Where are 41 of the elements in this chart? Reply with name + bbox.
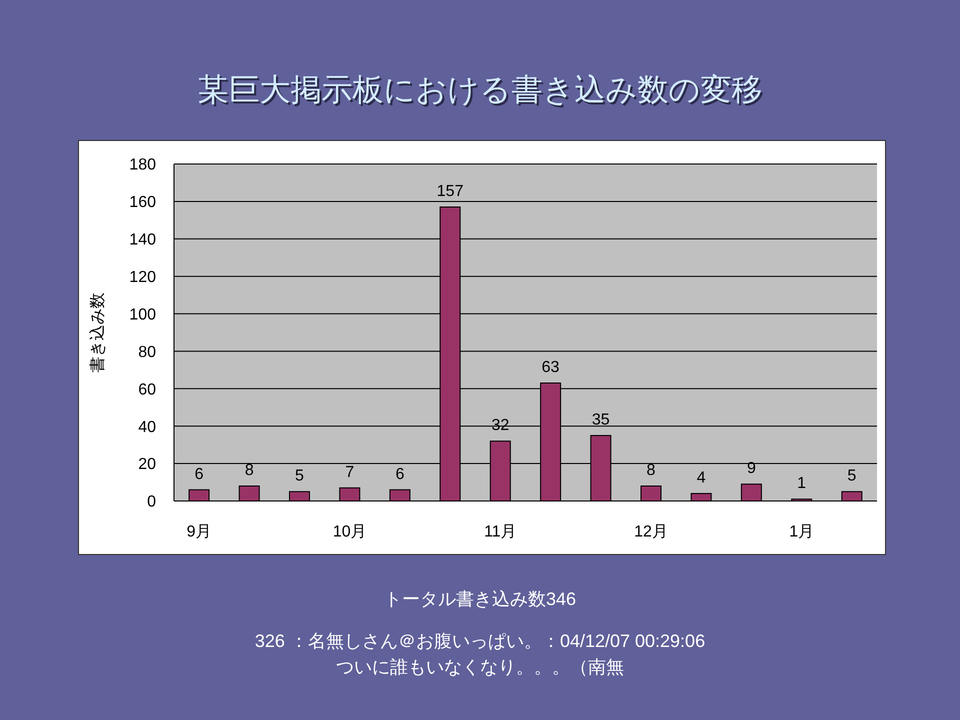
bar [188,489,210,501]
y-tick-label: 180 [129,156,156,174]
data-label: 6 [194,466,204,483]
y-tick-label: 100 [129,306,156,324]
x-tick-label: 11月 [484,523,517,540]
bar [690,493,712,501]
y-tick-label: 20 [138,456,156,474]
y-tick-label: 120 [129,269,156,286]
data-label: 157 [436,183,464,200]
data-label: 6 [395,466,404,483]
data-label: 4 [696,470,706,487]
data-label: 8 [646,462,656,480]
x-tick-label: 1月 [789,523,814,540]
bar [288,491,310,501]
data-label: 8 [244,462,254,480]
text: トータル書き込み数346 [382,588,578,611]
data-label: 5 [295,468,304,485]
y-tick-label: 160 [129,194,156,212]
x-tick-label: 12月 [634,523,668,540]
data-label: 35 [592,411,610,428]
bar [841,491,862,501]
y-tick-label: 40 [138,418,156,436]
text: ついに誰もいなくなり。。。（南無 [335,656,625,679]
x-tick-label: 9月 [186,523,212,540]
bar [339,487,360,501]
text: 326 ：名無しさん＠お腹いっぱい。：04/12/07 00:29:06 [254,630,706,653]
y-tick-label: 140 [129,232,156,249]
y-axis-title: 書き込み数 [88,292,106,372]
data-label: 1 [797,475,806,492]
bar [640,486,662,501]
y-tick-label: 0 [147,494,156,511]
data-label: 5 [847,468,856,485]
bar [238,486,260,501]
bar [389,489,410,501]
y-tick-label: 60 [138,381,156,398]
y-tick-label: 80 [138,344,156,361]
chart-title: 某巨大掲示板における書き込み数の変移 [196,71,764,109]
data-label: 63 [542,359,560,376]
bar [740,484,762,501]
x-tick-label: 10月 [332,523,367,540]
data-label: 7 [345,464,354,481]
